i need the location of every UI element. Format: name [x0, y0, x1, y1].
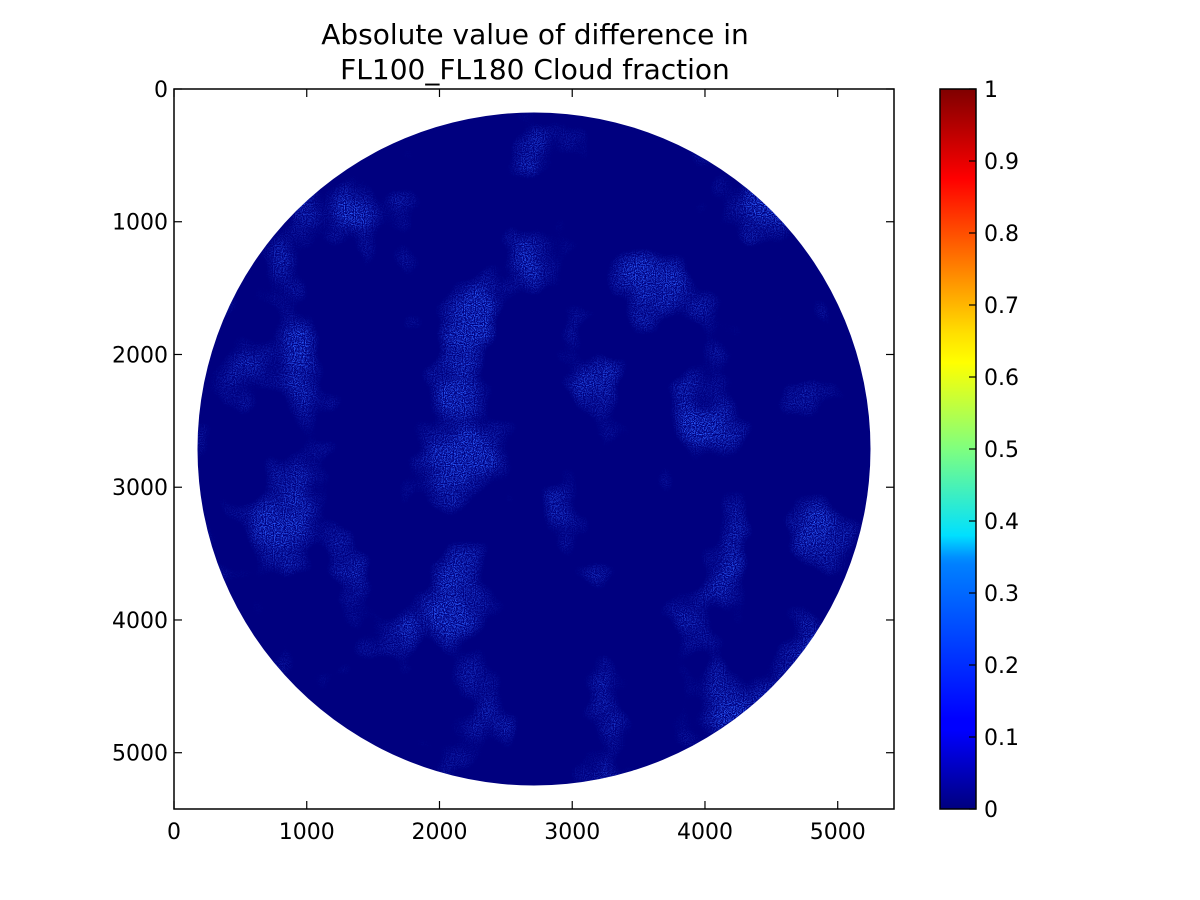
x-axis: 0 1000 2000 3000 4000 5000: [167, 89, 866, 845]
x-tick-label: 4000: [677, 820, 733, 845]
colorbar-tick-label: 0.5: [984, 438, 1019, 463]
colorbar-tick-label: 0.4: [984, 510, 1019, 535]
colorbar-tick-label: 0.2: [984, 654, 1019, 679]
x-tick-label: 0: [167, 820, 181, 845]
colorbar-tick-label: 0.7: [984, 294, 1019, 319]
plot-area: 0 1000 2000 3000 4000 5000 0 1000 2000 3000 4000 5…: [112, 78, 895, 845]
colorbar-tick-label: 0.8: [984, 222, 1019, 247]
colorbar-tick-label: 0: [984, 798, 998, 823]
cloud-difference-speckle: [197, 112, 871, 786]
y-tick-label: 3000: [112, 476, 168, 501]
y-tick-label: 1000: [112, 211, 168, 236]
y-axis: 0 1000 2000 3000 4000 5000: [112, 78, 894, 767]
y-tick-label: 2000: [112, 343, 168, 368]
colorbar-tick-label: 0.9: [984, 150, 1019, 175]
y-tick-label: 0: [154, 78, 168, 103]
y-tick-label: 5000: [112, 742, 168, 767]
chart-title-line-2: FL100_FL180 Cloud fraction: [340, 53, 730, 86]
colorbar-tick-label: 0.1: [984, 726, 1019, 751]
colorbar-tick-label: 1: [984, 78, 998, 103]
x-tick-label: 1000: [279, 820, 335, 845]
y-tick-label: 4000: [112, 609, 168, 634]
colorbar-tick-label: 0.6: [984, 366, 1019, 391]
colorbar-tick-label: 0.3: [984, 582, 1019, 607]
x-tick-label: 2000: [411, 820, 467, 845]
colorbar-ticks: 0 0.1 0.2 0.3 0.4 0.5 0.6 0.7 0.8 0.9 1: [969, 78, 1019, 823]
x-tick-label: 3000: [544, 820, 600, 845]
chart-title-line-1: Absolute value of difference in: [321, 18, 749, 51]
colorbar: 0 0.1 0.2 0.3 0.4 0.5 0.6 0.7 0.8 0.9 1: [939, 78, 1019, 823]
x-tick-label: 5000: [810, 820, 866, 845]
plot-frame: [173, 88, 895, 810]
